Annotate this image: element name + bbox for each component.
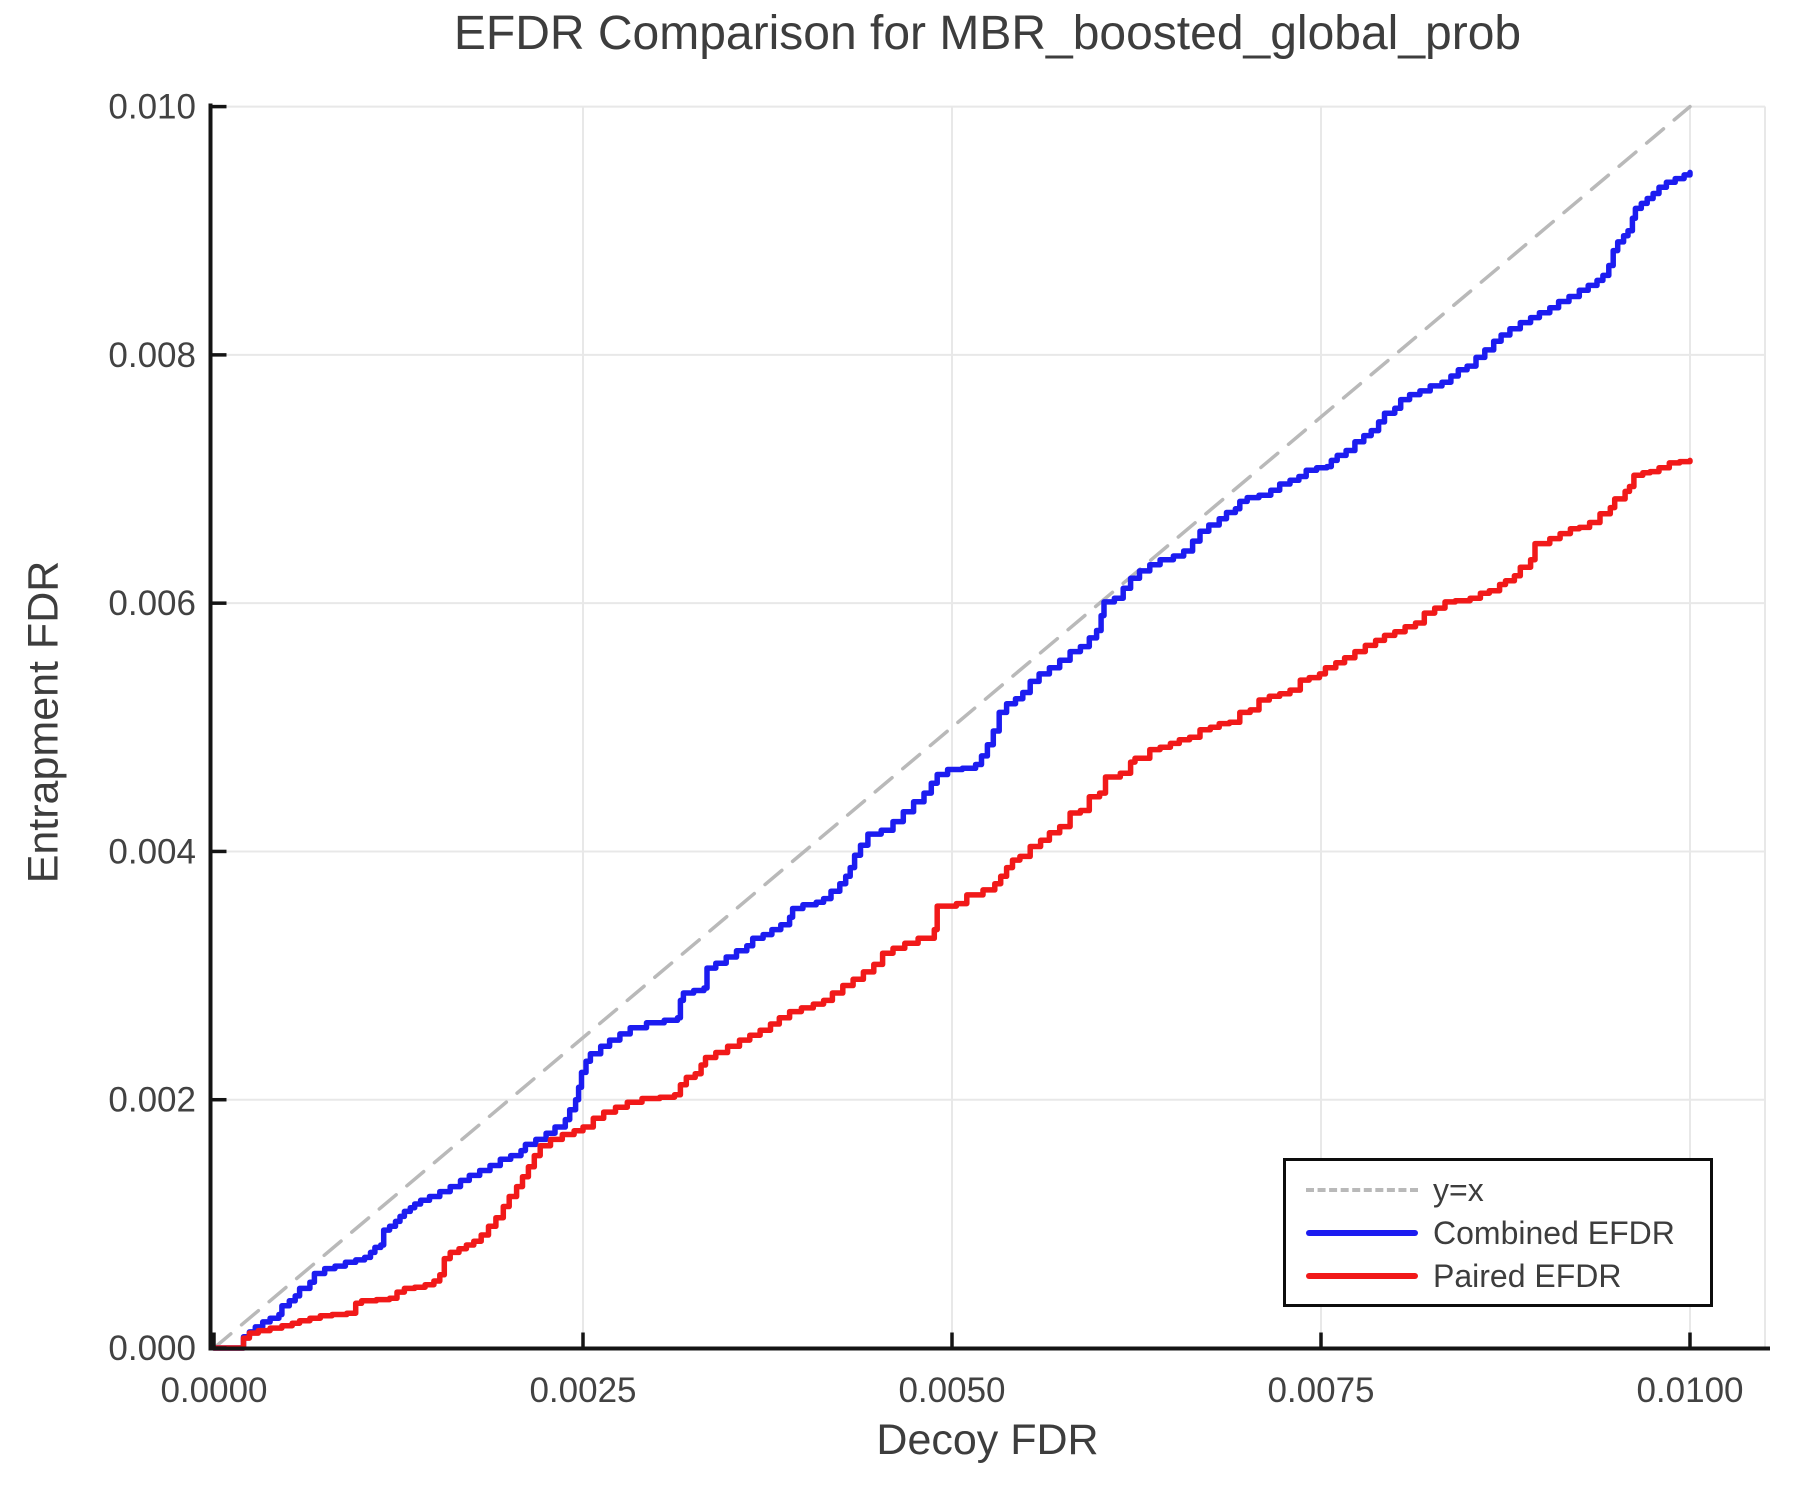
- legend-label-yx: y=x: [1433, 1171, 1484, 1208]
- legend-row-paired-efdr: Paired EFDR: [1306, 1259, 1710, 1293]
- legend-label-combined-efdr: Combined EFDR: [1433, 1214, 1675, 1251]
- legend-row-combined-efdr: Combined EFDR: [1306, 1216, 1710, 1250]
- legend-sample-combined-line: [1306, 1229, 1418, 1236]
- x-tick-label: 0.0075: [1267, 1371, 1374, 1410]
- y-axis-label: Entrapment FDR: [19, 560, 68, 884]
- y-tick-label: 0.008: [108, 336, 196, 375]
- legend: y=x Combined EFDR Paired EFDR: [1283, 1158, 1713, 1307]
- x-tick-label: 0.0050: [898, 1371, 1005, 1410]
- legend-sample-paired-line: [1306, 1272, 1418, 1279]
- x-tick-label: 0.0100: [1636, 1371, 1743, 1410]
- curve-combined-efdr: [211, 169, 1693, 1351]
- legend-label-paired-efdr: Paired EFDR: [1433, 1257, 1622, 1294]
- curve-y-x: [212, 104, 1692, 1350]
- y-tick-label: 0.006: [108, 584, 196, 623]
- legend-sample-dashed-line: [1306, 1187, 1418, 1192]
- curve-paired-efdr: [211, 457, 1693, 1351]
- y-tick-label: 0.004: [108, 832, 196, 871]
- y-tick-label: 0.002: [108, 1081, 196, 1120]
- y-tick-label: 0.010: [108, 88, 196, 127]
- y-tick-label: 0.000: [108, 1329, 196, 1368]
- x-tick-label: 0.0025: [529, 1371, 636, 1410]
- x-axis-label: Decoy FDR: [876, 1416, 1099, 1464]
- x-tick-label: 0.0000: [160, 1371, 267, 1410]
- legend-row-yx: y=x: [1306, 1173, 1710, 1207]
- chart-title: EFDR Comparison for MBR_boosted_global_p…: [453, 7, 1522, 60]
